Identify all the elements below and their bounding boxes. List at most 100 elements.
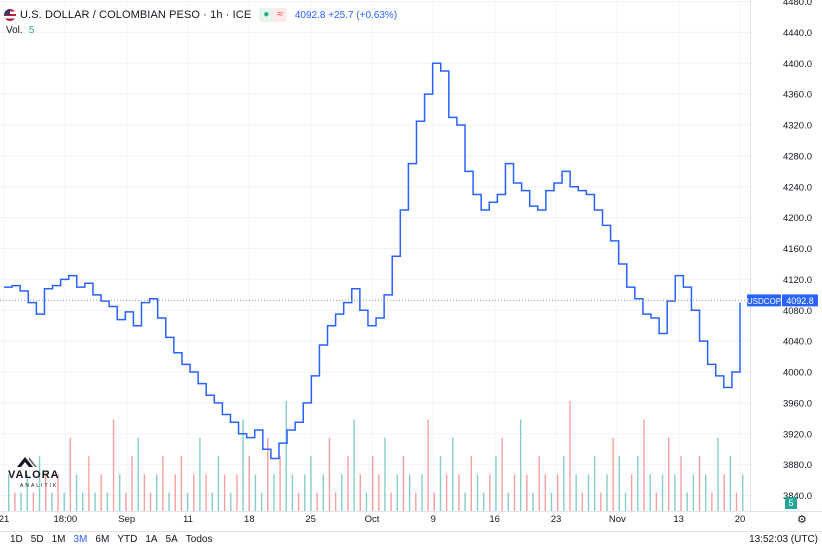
volume-bar xyxy=(230,492,232,511)
y-tick-label: 3920.0 xyxy=(783,429,812,440)
volume-bar xyxy=(433,492,435,511)
y-tick-label: 3960.0 xyxy=(783,398,812,409)
x-tick-label: Sep xyxy=(118,514,135,525)
ticker-tag xyxy=(747,294,781,307)
volume-bar xyxy=(624,492,627,511)
y-tick-label: 3880.0 xyxy=(783,460,812,471)
volume-bar xyxy=(593,456,596,511)
volume-bar xyxy=(563,456,565,511)
volume-bar xyxy=(711,492,713,511)
indicator-pill[interactable]: ● ≈ xyxy=(259,8,287,22)
volume-bar xyxy=(223,474,226,511)
volume-bar xyxy=(661,474,664,511)
volume-bar xyxy=(217,456,220,511)
indicator-dot-icon[interactable]: ● xyxy=(259,8,274,22)
indicator-wave-icon[interactable]: ≈ xyxy=(273,8,287,22)
volume-bar xyxy=(32,492,35,511)
volume-bar xyxy=(310,456,312,511)
volume-bar xyxy=(63,492,65,511)
volume-bar xyxy=(618,456,621,511)
volume-bar xyxy=(334,492,337,511)
volume-bar xyxy=(507,492,510,511)
range-button-ytd[interactable]: YTD xyxy=(117,534,138,545)
range-button-1a[interactable]: 1A xyxy=(145,534,158,545)
logo-word: VALORA xyxy=(8,469,60,481)
volume-bar xyxy=(236,474,238,511)
symbol-title[interactable]: U.S. DOLLAR / COLOMBIAN PESO · 1h · ICE xyxy=(20,9,252,21)
range-button-todos[interactable]: Todos xyxy=(185,534,213,545)
volume-bar xyxy=(470,456,473,511)
volume-bar xyxy=(575,474,577,511)
volume-bar xyxy=(384,437,386,511)
volume-bar xyxy=(205,474,207,511)
volume-bar xyxy=(88,456,90,511)
x-tick-label: 21 xyxy=(0,514,9,525)
volume-bar xyxy=(667,437,670,511)
volume-bar xyxy=(279,456,281,511)
volume-bar xyxy=(211,492,213,511)
y-tick-label: 4000.0 xyxy=(783,368,812,379)
grid-lines xyxy=(0,0,750,511)
y-axis: 4480.0 4440.0 4400.0 4360.0 4320.0 4280.0 4240… xyxy=(750,0,812,511)
range-button-1m[interactable]: 1M xyxy=(51,534,66,545)
volume-bar xyxy=(125,492,127,511)
x-tick-label: 9 xyxy=(431,514,436,525)
price-series xyxy=(4,62,741,460)
volume-bar xyxy=(322,474,324,511)
volume-bar xyxy=(291,474,294,511)
volume-bar xyxy=(476,474,479,511)
logo-mark-icon xyxy=(17,457,37,467)
volume-bar xyxy=(612,437,614,511)
volume-bar xyxy=(378,474,380,511)
volume-bar xyxy=(606,474,608,511)
last-price-tag xyxy=(782,294,818,307)
range-button-5a[interactable]: 5A xyxy=(165,534,178,545)
volume-bar xyxy=(304,474,306,511)
y-tick-label: 4200.0 xyxy=(783,213,812,224)
volume-bar xyxy=(168,492,170,511)
volume-bar xyxy=(316,492,318,511)
volume-bar xyxy=(137,437,139,511)
clock[interactable]: 13:52:03 (UTC) xyxy=(749,534,818,545)
x-axis: 21 18:00 Sep 11 18 25 Oct 9 16 23 Nov 13 20 xyxy=(0,511,822,532)
volume-value: 5 xyxy=(28,25,35,36)
volume-bar xyxy=(464,492,466,511)
range-button-3m[interactable]: 3M xyxy=(73,534,88,545)
y-tick-label: 4320.0 xyxy=(783,121,812,132)
volume-bar xyxy=(408,474,411,511)
y-tick-label: 3840.0 xyxy=(783,491,812,502)
chart-legend: U.S. DOLLAR / COLOMBIAN PESO · 1h · ICE … xyxy=(4,7,397,23)
volume-bar xyxy=(365,492,368,511)
volume-bar xyxy=(51,492,53,511)
volume-bar xyxy=(390,492,392,511)
volume-bar xyxy=(692,474,695,511)
volume-bar xyxy=(704,474,707,511)
volume-bar xyxy=(550,492,553,511)
y-tick-label: 4120.0 xyxy=(783,275,812,286)
volume-bar xyxy=(439,456,442,511)
volume-bar xyxy=(538,456,540,511)
x-tick-label: 13 xyxy=(673,514,684,525)
y-tick-label: 4160.0 xyxy=(783,244,812,255)
x-tick-label: 11 xyxy=(183,514,193,525)
last-price-value: 4092.8 xyxy=(786,296,814,306)
volume-bar xyxy=(199,437,201,511)
volume-bar xyxy=(415,492,417,511)
range-selector: 1D 5D 1M 3M 6M YTD 1A 5A Todos xyxy=(10,534,212,545)
volume-bar xyxy=(149,492,152,511)
volume-bar xyxy=(347,456,349,511)
volume-bar xyxy=(532,492,534,511)
volume-bar xyxy=(186,492,189,511)
volume-bar xyxy=(156,474,158,511)
volume-bar xyxy=(513,474,516,511)
volume-bar xyxy=(254,474,257,511)
volume-bar xyxy=(119,474,121,511)
range-button-6m[interactable]: 6M xyxy=(95,534,110,545)
gear-icon[interactable]: ⚙ xyxy=(797,514,807,526)
volume-bar xyxy=(162,456,164,511)
range-button-5d[interactable]: 5D xyxy=(30,534,44,545)
volume-bar xyxy=(20,492,22,511)
volume-bar xyxy=(8,474,10,511)
range-button-1d[interactable]: 1D xyxy=(10,534,23,545)
